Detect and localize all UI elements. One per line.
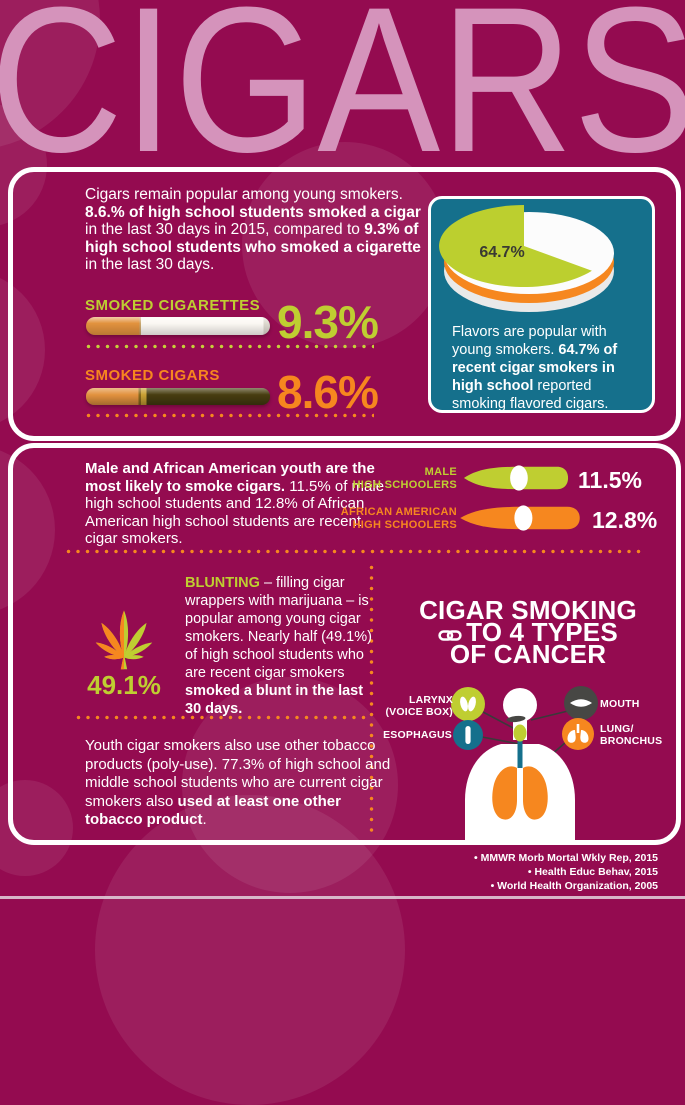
cancer-body-diagram xyxy=(451,686,598,845)
cigars-percent: 8.6% xyxy=(277,366,379,418)
flavors-run: reported smoking flavored cigars. xyxy=(452,378,609,412)
african-american-label: AFRICAN AMERICAN HIGH SCHOOLERS xyxy=(340,506,457,531)
dotted-divider xyxy=(76,715,368,720)
male-cigar-bar xyxy=(463,465,569,491)
esophagus-label: ESOPHAGUS xyxy=(383,729,452,741)
blunt-percent: 49.1% xyxy=(87,670,161,700)
flavors-stat: 64.7% of recent cigar smokers in high sc… xyxy=(452,342,618,394)
dotted-divider xyxy=(86,344,374,349)
source-item: • MMWR Morb Mortal Wkly Rep, 2015 xyxy=(474,852,658,864)
blunting-term: BLUNTING xyxy=(185,575,260,591)
flavors-run: Flavors are popular with young smokers. xyxy=(452,324,607,358)
mouth-on-face xyxy=(506,715,526,723)
lung-badge-icon xyxy=(562,718,594,750)
source-item: • Health Educ Behav, 2015 xyxy=(527,866,658,878)
sources-list: • MMWR Morb Mortal Wkly Rep, 2015 • Heal… xyxy=(400,851,658,893)
african-american-cigar-bar xyxy=(460,505,580,531)
cancer-heading-line3: OF CANCER xyxy=(449,639,607,669)
intro-text: Cigars remain popular among young smoker… xyxy=(85,186,403,203)
source-item: • World Health Organization, 2005 xyxy=(490,880,658,892)
larynx-on-body xyxy=(513,724,527,742)
smoked-cigarettes-label: SMOKED CIGARETTES xyxy=(85,297,261,314)
cigar-illustration xyxy=(86,388,270,405)
blunting-stat: smoked a blunt in the last 30 days. xyxy=(185,683,364,717)
blunting-paragraph: BLUNTING – filling cigar wrappers with m… xyxy=(185,574,381,718)
marijuana-leaf-icon xyxy=(95,610,153,670)
smoked-cigars-label: SMOKED CIGARS xyxy=(85,367,220,384)
demographics-paragraph: Male and African American youth are the … xyxy=(85,460,390,548)
top-section-panel xyxy=(8,167,681,441)
page-title: CIGARS xyxy=(0,0,685,160)
bottom-edge-strip xyxy=(0,896,685,899)
bottom-section-panel xyxy=(8,443,681,845)
intro-text: in the last 30 days. xyxy=(85,256,215,273)
intro-text: in the last 30 days in 2015, compared to xyxy=(85,221,365,238)
demographics-lead: Male and African American youth are the … xyxy=(85,460,375,495)
cigarettes-percent: 9.3% xyxy=(277,296,379,348)
blunting-text: – filling cigar wrappers with marijuana … xyxy=(185,575,372,681)
decorative-circle xyxy=(242,142,448,348)
larynx-label: LARYNX (VOICE BOX) xyxy=(385,694,453,718)
cigar-band xyxy=(514,505,533,531)
lung-bronchus-label: LUNG/ BRONCHUS xyxy=(600,723,663,747)
mouth-label: MOUTH xyxy=(600,698,640,710)
cancer-heading: CIGAR SMOKING TO 4 TYPES OF CANCER xyxy=(397,595,659,669)
intro-stat-cigarette: 9.3% of high school students who smoked … xyxy=(85,221,421,256)
polyuse-paragraph: Youth cigar smokers also use other tobac… xyxy=(85,737,395,830)
flavored-cigars-pie-chart: 64.7% xyxy=(439,205,614,312)
trachea xyxy=(517,735,523,768)
flavors-text: Flavors are popular with young smokers. … xyxy=(452,323,648,413)
pie-data-label: 64.7% xyxy=(479,244,524,261)
cancer-heading-line2: TO 4 TYPES xyxy=(397,619,659,645)
polyuse-text: Youth cigar smokers also use other tobac… xyxy=(85,737,391,810)
intro-stat-cigar: 8.6.% of high school students smoked a c… xyxy=(85,203,421,221)
chain-link-icon xyxy=(438,630,462,641)
intro-paragraph: Cigars remain popular among young smoker… xyxy=(85,186,433,274)
cigarette-illustration xyxy=(86,317,270,335)
decorative-circle xyxy=(182,677,398,893)
larynx-badge-icon xyxy=(451,687,485,721)
cancer-heading-line1: CIGAR SMOKING xyxy=(419,595,637,625)
polyuse-stat: used at least one other tobacco product xyxy=(85,792,341,829)
cigar-band xyxy=(510,465,528,491)
african-american-percent: 12.8% xyxy=(592,507,658,533)
male-high-schoolers-label: MALE HIGH SCHOOLERS xyxy=(352,466,457,491)
mouth-badge-icon xyxy=(564,686,598,720)
dotted-divider xyxy=(86,413,374,418)
dotted-vertical-divider xyxy=(369,565,374,837)
demographics-text: 11.5% of male high school students and 1… xyxy=(85,477,385,548)
pie-slice-green xyxy=(439,205,592,287)
male-percent: 11.5% xyxy=(578,467,642,493)
dotted-divider xyxy=(66,549,646,554)
page-title-art: CIGARS xyxy=(0,0,685,160)
lungs xyxy=(492,766,548,820)
esophagus-badge-icon xyxy=(453,720,483,750)
polyuse-text: . xyxy=(202,811,207,828)
